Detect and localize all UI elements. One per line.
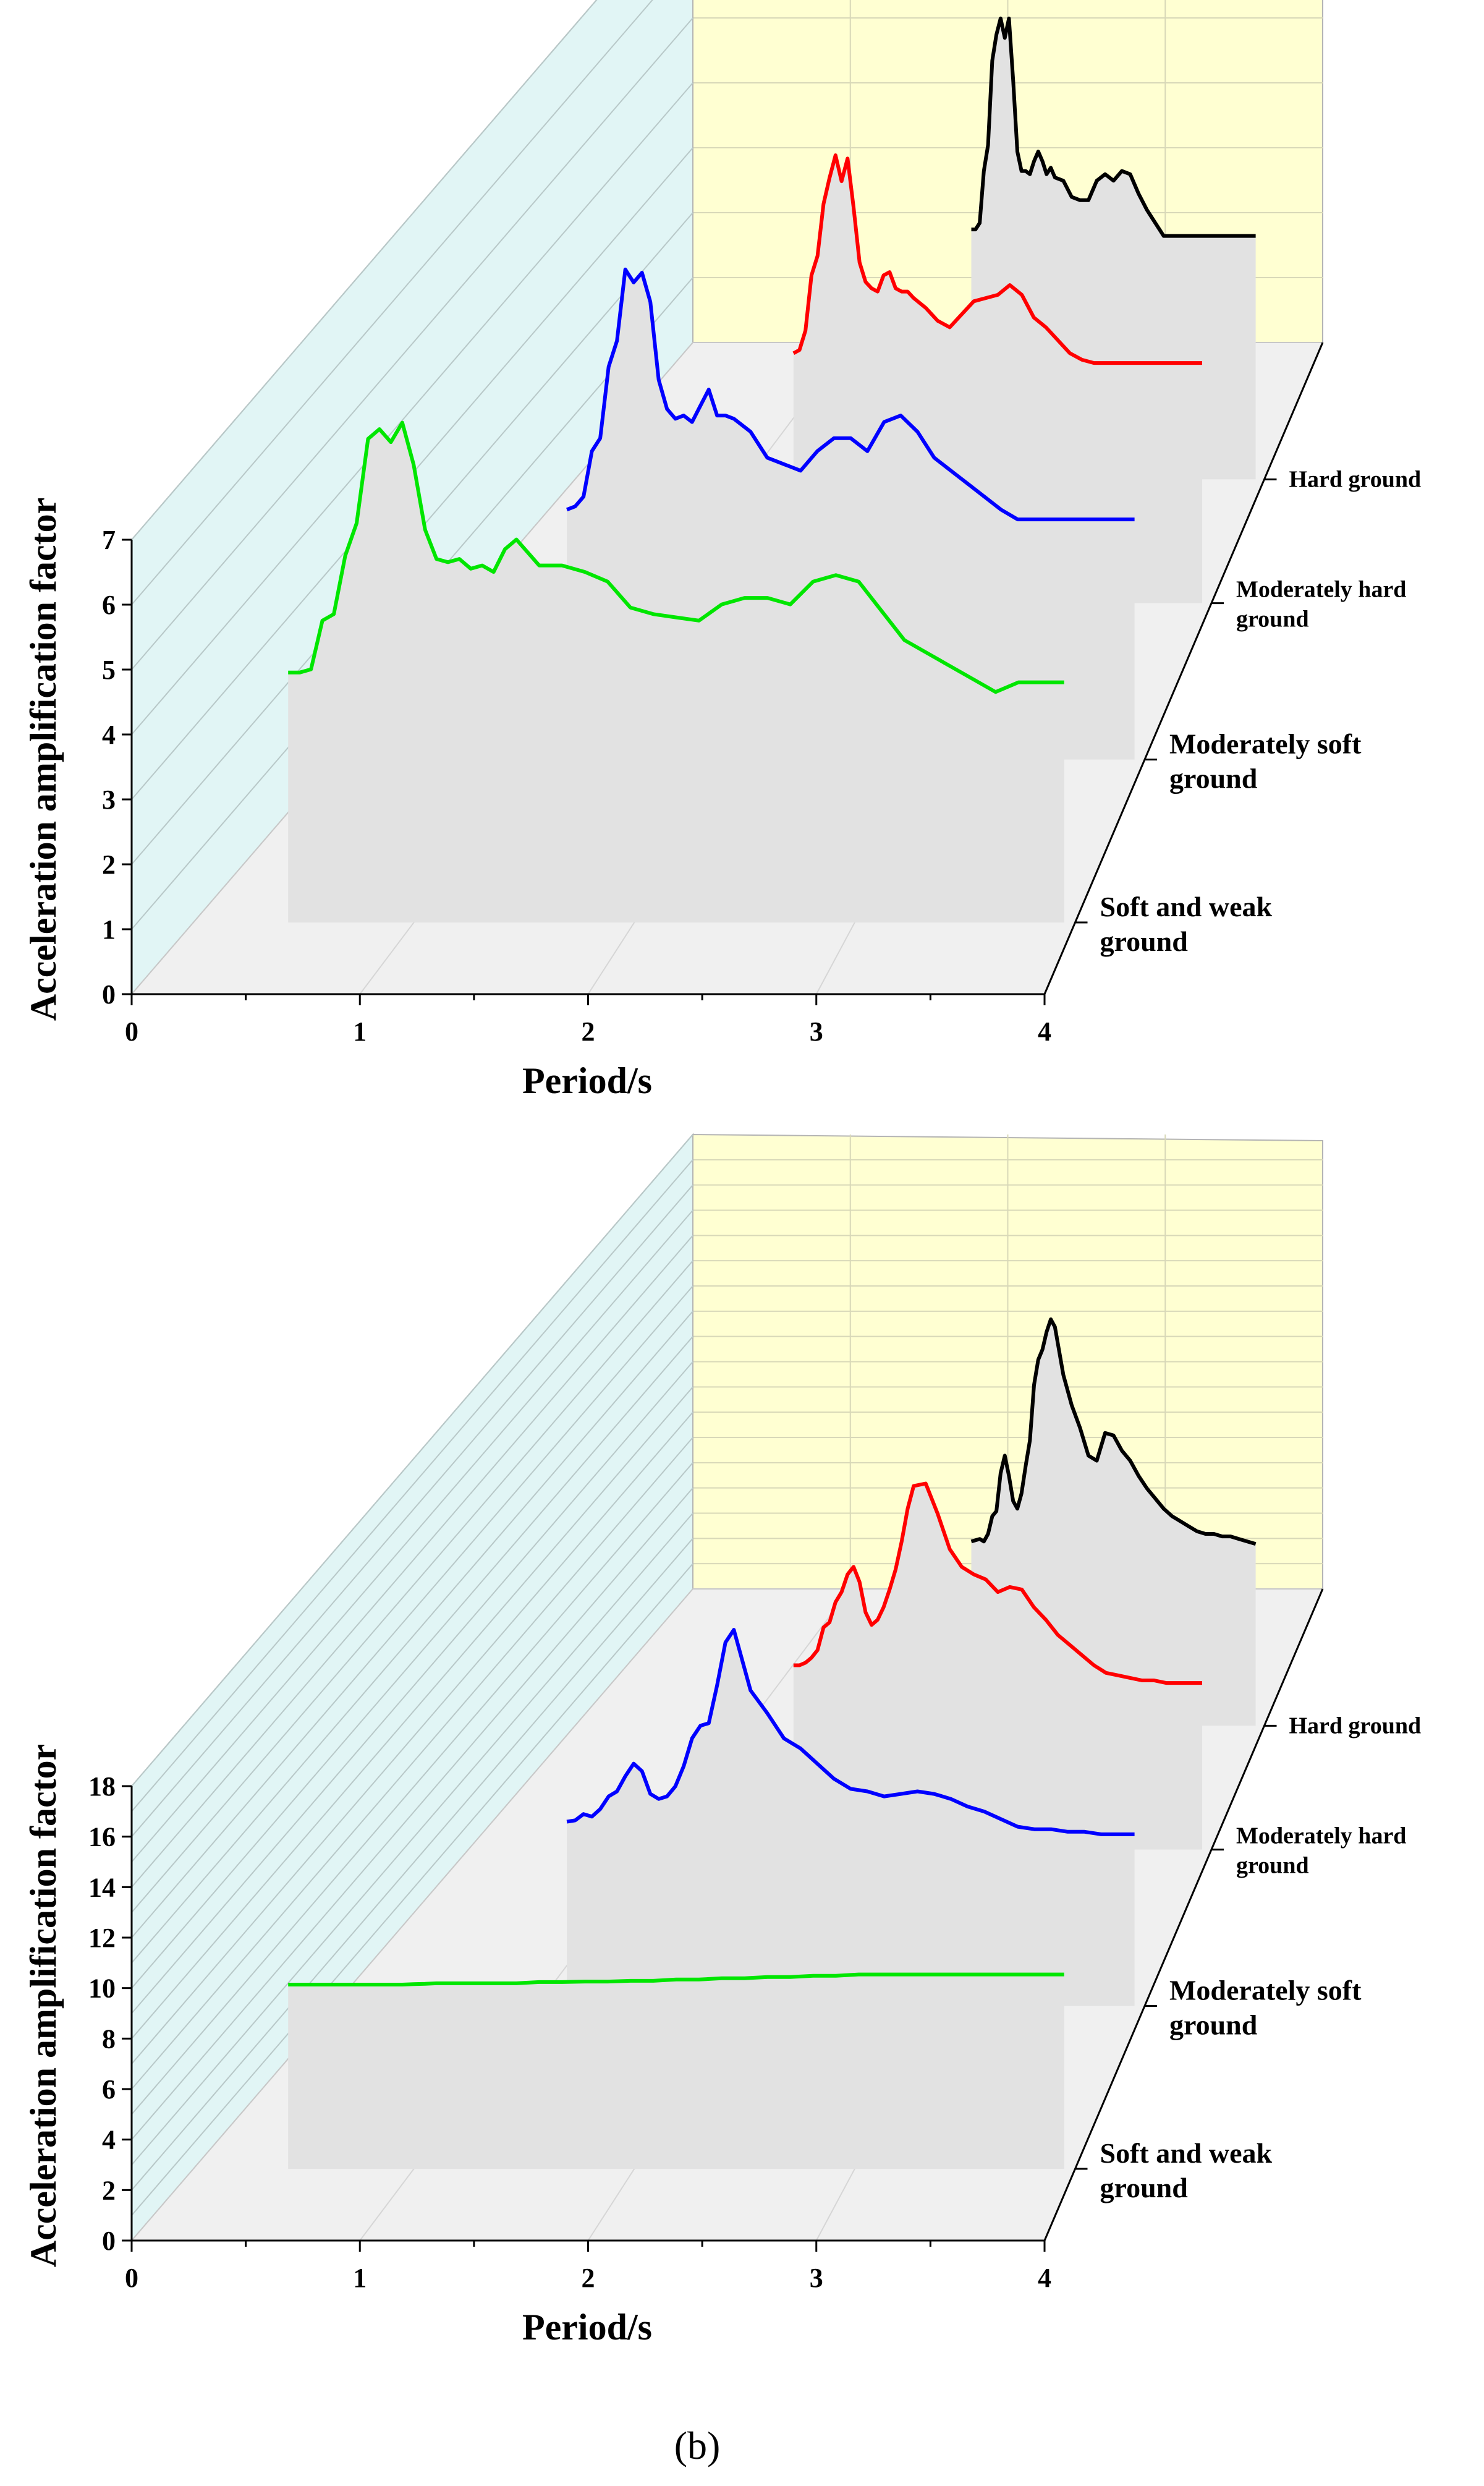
side-grid-line [131, 1563, 693, 2216]
side-grid-line [131, 1185, 693, 1837]
depth-label-line: Moderately soft [1169, 728, 1362, 760]
side-grid-line [131, 1488, 693, 2140]
x-tick-label: 4 [1038, 2263, 1051, 2293]
y-tick-label: 6 [102, 2074, 116, 2105]
depth-label-line: Soft and weak [1100, 2137, 1273, 2169]
depth-label: Hard ground [1289, 466, 1422, 492]
depth-label: Moderately soft ground [1169, 1975, 1362, 2041]
depth-label-line: ground [1100, 2172, 1189, 2203]
y-tick-label: 14 [88, 1872, 116, 1902]
series-line-soft-and-weak-ground [288, 420, 1064, 694]
depth-label: Hard ground [1289, 1713, 1422, 1739]
y-tick-label: 18 [88, 1771, 116, 1802]
series-fill-soft-and-weak-ground [288, 1974, 1064, 2169]
series-line-moderately-hard-ground [793, 1481, 1202, 1685]
x-tick-label: 1 [353, 1016, 367, 1047]
depth-label-line: Soft and weak [1100, 891, 1273, 922]
side-grid-line [131, 1386, 693, 2039]
depth-label-line: Moderately soft [1169, 1975, 1362, 2006]
side-grid-line [131, 1538, 693, 2190]
y-tick-label: 8 [102, 2024, 116, 2054]
side-grid-line [131, 1437, 693, 2090]
side-grid-line [131, 1209, 693, 1863]
x-axis-title: Period/s [522, 2307, 652, 2348]
panel-label: (b) [674, 2424, 721, 2467]
y-tick-label: 5 [102, 655, 116, 685]
x-tick-label: 4 [1038, 1016, 1051, 1047]
side-grid-line [131, 1285, 693, 1938]
series-line-soft-and-weak-ground [288, 1972, 1064, 1986]
depth-label-line: Moderately hard [1236, 1823, 1406, 1849]
depth-label: Soft and weak ground [1100, 891, 1273, 957]
series-line-moderately-soft-ground [566, 1628, 1135, 1836]
depth-label: Soft and weak ground [1100, 2137, 1273, 2203]
side-grid-line [131, 1134, 693, 1787]
depth-label-line: ground [1236, 607, 1309, 632]
depth-axis [1043, 1588, 1324, 2241]
y-axis-title: Acceleration amplification factor [23, 498, 64, 1021]
y-tick-label: 0 [102, 2226, 116, 2256]
series-line-moderately-hard-ground [792, 153, 1202, 365]
y-tick-label: 2 [102, 849, 116, 880]
y-tick-label: 4 [102, 2125, 116, 2155]
y-tick-label: 7 [102, 525, 116, 555]
side-grid-line [131, 0, 598, 540]
side-grid-line [131, 1235, 693, 1888]
side-grid-line [131, 1311, 693, 1964]
y-tick-label: 3 [102, 785, 116, 815]
side-grid-line [131, 1462, 693, 2115]
x-tick-label: 3 [810, 2263, 823, 2293]
x-tick-label: 2 [582, 2263, 595, 2293]
y-tick-label: 16 [88, 1822, 116, 1852]
series-fill-soft-and-weak-ground [288, 422, 1064, 923]
x-tick-label: 0 [125, 1016, 138, 1047]
x-axis-title: Period/s [522, 1060, 652, 1101]
x-tick-label: 2 [582, 1016, 595, 1047]
side-grid-line [131, 0, 653, 605]
side-grid-line [131, 82, 693, 735]
y-tick-label: 1 [102, 914, 116, 945]
depth-label-line: ground [1236, 1853, 1309, 1879]
side-grid-line [131, 1361, 693, 2014]
y-tick-label: 4 [102, 720, 116, 750]
side-grid-line [131, 1512, 693, 2166]
side-grid-line [131, 1411, 693, 2064]
depth-axis [1043, 342, 1324, 995]
x-tick-label: 0 [125, 2263, 138, 2293]
x-tick-label: 1 [353, 2263, 367, 2293]
series-line-hard-ground [970, 1317, 1257, 1546]
depth-label-line: ground [1100, 926, 1189, 957]
depth-label: Moderately hard ground [1236, 1823, 1406, 1879]
side-grid-line [131, 1159, 693, 1812]
y-tick-label: 2 [102, 2175, 116, 2205]
depth-label: Moderately soft ground [1169, 728, 1362, 794]
depth-label-line: ground [1169, 763, 1258, 794]
depth-label-line: ground [1169, 2009, 1258, 2041]
y-tick-label: 10 [88, 1973, 116, 2004]
side-grid-line [131, 1260, 693, 1913]
chart-panel-a: 0 1 2 3 4 0 1 2 3 4 5 6 7 Period/s Acceleration amplif… [23, 0, 1421, 1220]
x-tick-label: 3 [810, 1016, 823, 1047]
depth-label: Moderately hard ground [1236, 577, 1406, 632]
series-line-hard-ground [971, 16, 1256, 238]
series-line-moderately-soft-ground [566, 267, 1135, 522]
depth-label-line: Moderately hard [1236, 577, 1406, 603]
y-tick-label: 0 [102, 979, 116, 1010]
side-grid-line [131, 1336, 693, 1989]
side-grid-line [131, 17, 693, 670]
y-tick-label: 6 [102, 590, 116, 620]
y-axis-title: Acceleration amplification factor [23, 1744, 64, 2267]
y-tick-label: 12 [88, 1923, 116, 1953]
chart-panel-b: 0 1 2 3 4024681012141618Period/sAcceleration… [23, 1133, 1422, 2467]
